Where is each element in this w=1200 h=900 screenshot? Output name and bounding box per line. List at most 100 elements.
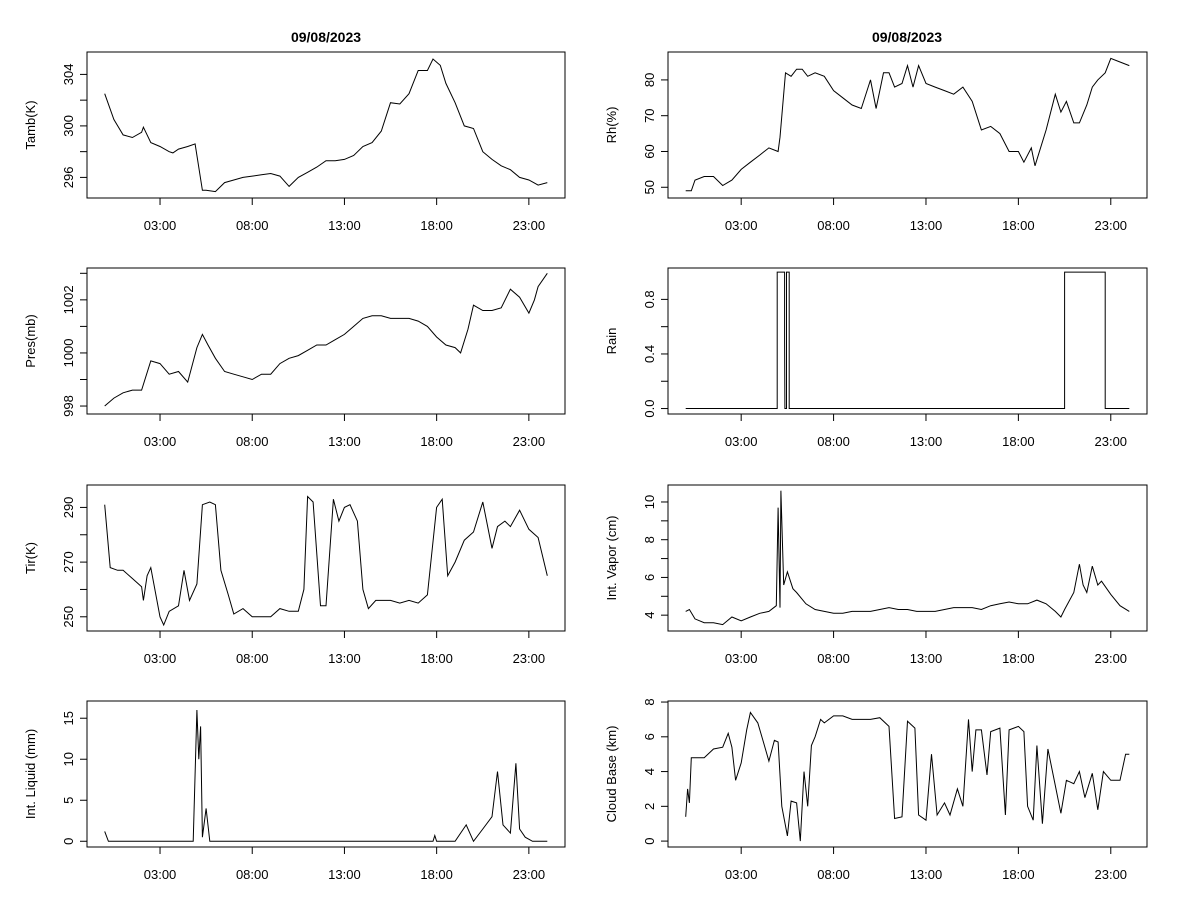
panel-tir-k: 03:00 08:00 13:00 18:00 23:00 250 270 290 Tir(K) <box>23 484 566 666</box>
x-tick-label: 03:00 <box>144 651 177 666</box>
x-tick-label: 23:00 <box>1095 218 1128 233</box>
plot-frame <box>667 51 1148 199</box>
x-tick-label: 08:00 <box>817 651 850 666</box>
y-tick-label: 300 <box>61 115 76 137</box>
y-tick-label: 304 <box>61 64 76 86</box>
panel-pres-mb: 03:00 08:00 13:00 18:00 23:00 998 1000 1002 Pres… <box>23 267 566 449</box>
x-tick-label: 23:00 <box>513 651 546 666</box>
x-tick-label: 13:00 <box>328 867 361 882</box>
x-tick-label: 23:00 <box>1095 434 1128 449</box>
x-tick-label: 23:00 <box>1095 867 1128 882</box>
right-column-title: 09/08/2023 <box>872 29 942 45</box>
x-tick-label: 13:00 <box>328 434 361 449</box>
x-tick-label: 23:00 <box>513 867 546 882</box>
x-tick-label: 18:00 <box>1002 218 1035 233</box>
x-tick-label: 03:00 <box>725 867 758 882</box>
x-tick-label: 08:00 <box>817 218 850 233</box>
x-tick-label: 18:00 <box>1002 651 1035 666</box>
x-tick-label: 13:00 <box>910 867 943 882</box>
series-line-int-vapor-cm <box>685 490 1130 626</box>
panel-tamb-k: 03:00 08:00 13:00 18:00 23:00 296 300 304 Tamb(K… <box>23 51 566 233</box>
y-tick-label: 6 <box>642 733 657 740</box>
y-axis-label: Tamb(K) <box>23 100 38 149</box>
y-tick-label: 0 <box>61 838 76 845</box>
panel-rh: 03:00 08:00 13:00 18:00 23:00 50 60 70 80 Rh(%) <box>604 51 1148 233</box>
y-axis-label: Int. Vapor (cm) <box>604 515 619 600</box>
series-line-int-liquid-mm <box>104 709 548 843</box>
x-tick-label: 13:00 <box>328 218 361 233</box>
y-tick-label: 80 <box>642 73 657 87</box>
x-tick-label: 03:00 <box>144 867 177 882</box>
x-tick-label: 18:00 <box>1002 867 1035 882</box>
series-line-tir-k <box>104 495 548 627</box>
series-line-cloud-base-km <box>685 711 1130 842</box>
series-line-pres-mb <box>104 273 548 407</box>
x-tick-label: 03:00 <box>144 218 177 233</box>
y-tick-label: 290 <box>61 497 76 519</box>
y-tick-label: 8 <box>642 536 657 543</box>
series-line-tamb-k <box>104 58 548 193</box>
y-axis-label: Tir(K) <box>23 542 38 574</box>
y-tick-label: 0.0 <box>642 400 657 418</box>
x-tick-label: 03:00 <box>725 651 758 666</box>
x-tick-label: 23:00 <box>513 218 546 233</box>
y-tick-label: 4 <box>642 612 657 619</box>
x-tick-label: 18:00 <box>420 218 453 233</box>
x-tick-label: 13:00 <box>910 434 943 449</box>
x-tick-label: 13:00 <box>910 218 943 233</box>
x-tick-label: 03:00 <box>725 434 758 449</box>
y-tick-label: 2 <box>642 803 657 810</box>
y-axis-label: Rh(%) <box>604 107 619 144</box>
x-tick-label: 23:00 <box>513 434 546 449</box>
x-tick-label: 18:00 <box>420 651 453 666</box>
series-line-rain <box>685 271 1130 409</box>
y-tick-label: 1002 <box>61 285 76 314</box>
plot-frame <box>667 267 1148 415</box>
y-tick-label: 70 <box>642 108 657 122</box>
y-axis-label: Int. Liquid (mm) <box>23 729 38 819</box>
y-tick-label: 15 <box>61 711 76 725</box>
y-tick-label: 60 <box>642 144 657 158</box>
plot-frame <box>86 267 566 415</box>
panel-int-vapor-cm: 03:00 08:00 13:00 18:00 23:00 4 6 8 10 Int. Vapor… <box>604 484 1148 666</box>
x-tick-label: 23:00 <box>1095 651 1128 666</box>
y-tick-label: 10 <box>642 495 657 509</box>
panel-cloud-base-km: 03:00 08:00 13:00 18:00 23:00 0 2 4 6 8 Cloud Base… <box>604 698 1148 882</box>
x-tick-label: 08:00 <box>236 867 269 882</box>
x-tick-label: 08:00 <box>236 218 269 233</box>
x-tick-label: 08:00 <box>817 434 850 449</box>
x-tick-label: 13:00 <box>328 651 361 666</box>
x-tick-label: 13:00 <box>910 651 943 666</box>
y-tick-label: 998 <box>61 395 76 417</box>
x-tick-label: 03:00 <box>725 218 758 233</box>
y-tick-label: 5 <box>61 797 76 804</box>
y-tick-label: 10 <box>61 752 76 766</box>
y-tick-label: 296 <box>61 167 76 189</box>
left-column-title: 09/08/2023 <box>291 29 361 45</box>
y-axis-label: Pres(mb) <box>23 314 38 367</box>
plot-frame <box>86 700 566 848</box>
panel-rain: 03:00 08:00 13:00 18:00 23:00 0.0 0.4 0.8 Rain <box>604 267 1148 449</box>
y-tick-label: 1000 <box>61 338 76 367</box>
y-tick-label: 270 <box>61 551 76 573</box>
y-tick-label: 0.4 <box>642 345 657 363</box>
panel-int-liquid-mm: 03:00 08:00 13:00 18:00 23:00 0 5 10 15 Int. Liqu… <box>23 700 566 882</box>
y-tick-label: 0 <box>642 837 657 844</box>
y-tick-label: 8 <box>642 698 657 705</box>
x-tick-label: 18:00 <box>420 867 453 882</box>
y-tick-label: 250 <box>61 606 76 628</box>
y-tick-label: 6 <box>642 574 657 581</box>
y-tick-label: 50 <box>642 180 657 194</box>
x-tick-label: 08:00 <box>817 867 850 882</box>
y-tick-label: 0.8 <box>642 290 657 308</box>
y-axis-label: Rain <box>604 328 619 355</box>
plot-frame <box>86 51 566 199</box>
x-tick-label: 08:00 <box>236 434 269 449</box>
x-tick-label: 03:00 <box>144 434 177 449</box>
x-tick-label: 18:00 <box>420 434 453 449</box>
x-tick-label: 18:00 <box>1002 434 1035 449</box>
x-tick-label: 08:00 <box>236 651 269 666</box>
y-axis-label: Cloud Base (km) <box>604 726 619 823</box>
y-tick-label: 4 <box>642 768 657 775</box>
